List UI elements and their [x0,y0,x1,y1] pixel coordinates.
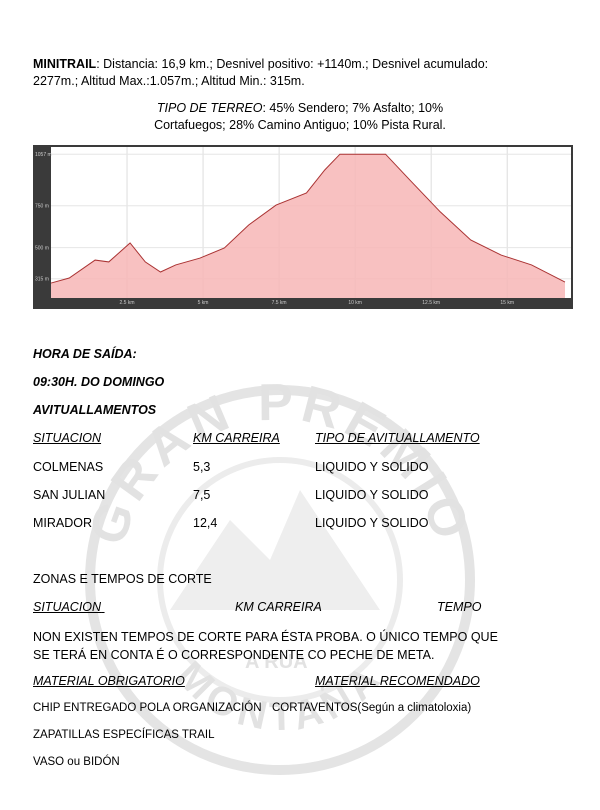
terrain: TIPO DE TERREO: 45% Sendero; 7% Asfalto;… [145,100,455,134]
terrain-label: TIPO DE TERREO [156,101,263,115]
y-tick-label: 750 m [35,204,49,210]
y-tick-label: 500 m [35,246,49,252]
aid-cell: 12,4 [193,516,218,530]
material-cell: CHIP ENTREGADO POLA ORGANIZACIÓN [33,702,262,714]
material-cell: VASO ou BIDÓN [33,756,120,768]
start-time: 09:30H. DO DOMINGO [33,375,165,389]
aid-cell: LIQUIDO Y SOLIDO [315,488,429,502]
elevation-chart: 2.5 km 5 km 7.5 km 10 km 12.5 km 15 km 315 m 50… [33,145,573,309]
aid-cell: MIRADOR [33,516,93,530]
intro-text: : Distancia: 16,9 km.; Desnivel positivo… [33,57,489,88]
x-tick-label: 10 km [348,300,362,306]
terrain-text: : 45% Sendero; 7% Asfalto; 10% Cortafueg… [154,101,446,132]
watermark-middle: A RÚA [245,649,308,673]
start-heading: HORA DE SAÍDA: [33,347,137,361]
x-tick-label: 2.5 km [120,300,135,306]
aid-cell: LIQUIDO Y SOLIDO [315,516,429,530]
elevation-line [50,153,566,284]
intro: MINITRAIL: Distancia: 16,9 km.; Desnivel… [33,56,503,90]
aid-heading: AVITUALLAMENTOS [33,403,157,417]
intro-name: MINITRAIL [33,57,97,71]
cutoff-col: SITUACION [33,600,102,614]
x-tick-label: 7.5 km [272,300,287,306]
aid-col: SITUACION [33,431,102,445]
material-col: MATERIAL RECOMENDADO [315,674,480,688]
elevation-area [51,154,565,298]
aid-cell: 7,5 [193,488,211,502]
cutoff-col: KM CARREIRA [235,600,322,614]
material-col: MATERIAL OBRIGATORIO [33,674,185,688]
aid-cell: COLMENAS [33,460,104,474]
y-tick-label: 1057 m [35,152,52,158]
aid-cell: SAN JULIAN [33,488,106,502]
material-cell: ZAPATILLAS ESPECÍFICAS TRAIL [33,729,215,741]
aid-cell: LIQUIDO Y SOLIDO [315,460,429,474]
x-tick-label: 15 km [500,300,514,306]
material-cell: CORTAVENTOS(Según a climatoloxia) [272,702,472,714]
cutoff-text: NON EXISTEN TEMPOS DE CORTE PARA ÉSTA PR… [33,630,498,662]
aid-cell: 5,3 [193,460,211,474]
cutoff-heading: ZONAS E TEMPOS DE CORTE [33,572,212,586]
x-tick-label: 5 km [198,300,209,306]
cutoff-columns: SITUACION KM CARREIRA TEMPO [33,600,482,614]
cutoff-col: TEMPO [437,600,482,614]
y-tick-label: 315 m [35,277,49,283]
x-tick-label: 12.5 km [422,300,440,306]
aid-col: KM CARREIRA [193,431,280,445]
aid-col: TIPO DE AVITUALLAMENTO [315,431,480,445]
